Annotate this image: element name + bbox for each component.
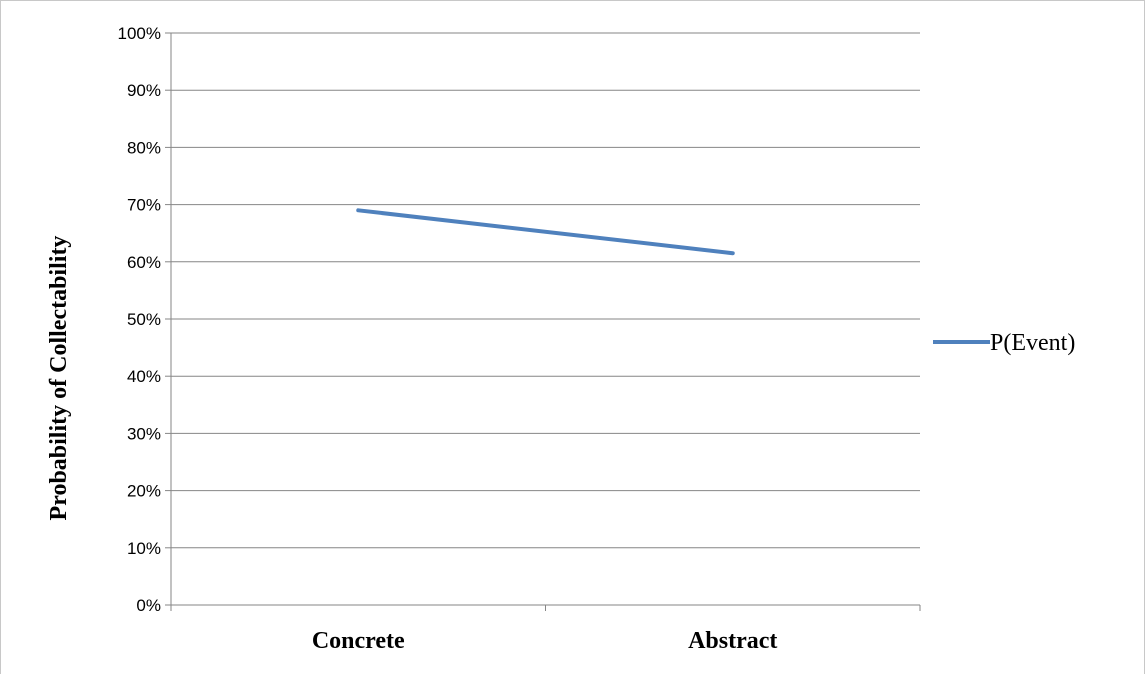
gridlines <box>171 32 920 549</box>
legend-label: P(Event) <box>990 330 1075 356</box>
y-tick-label: 90% <box>127 81 161 100</box>
y-tick-labels: 0% 10% 20% 30% 40% 50% 60% 70% 80% 90% 100% <box>118 24 161 615</box>
y-tick-label: 20% <box>127 482 161 501</box>
legend: P(Event) <box>933 330 1075 356</box>
y-tick-label: 10% <box>127 539 161 558</box>
y-tick-label: 40% <box>127 367 161 386</box>
y-tick-label: 70% <box>127 196 161 215</box>
series-line <box>356 208 735 256</box>
frame-border-top <box>0 0 1145 1</box>
x-category-label: Concrete <box>312 628 405 654</box>
y-tick-label: 0% <box>136 596 161 615</box>
y-tick-label: 50% <box>127 310 161 329</box>
y-tick-label: 80% <box>127 138 161 157</box>
series-lines <box>356 208 735 256</box>
y-axis-title: Probability of Collectability <box>46 236 72 521</box>
x-category-label: Abstract <box>688 628 777 654</box>
axes <box>165 32 921 611</box>
x-category-labels: Concrete Abstract <box>312 628 778 654</box>
y-tick-label: 100% <box>118 24 161 43</box>
y-tick-label: 60% <box>127 253 161 272</box>
y-tick-label: 30% <box>127 424 161 443</box>
frame-border-left <box>0 0 1 674</box>
